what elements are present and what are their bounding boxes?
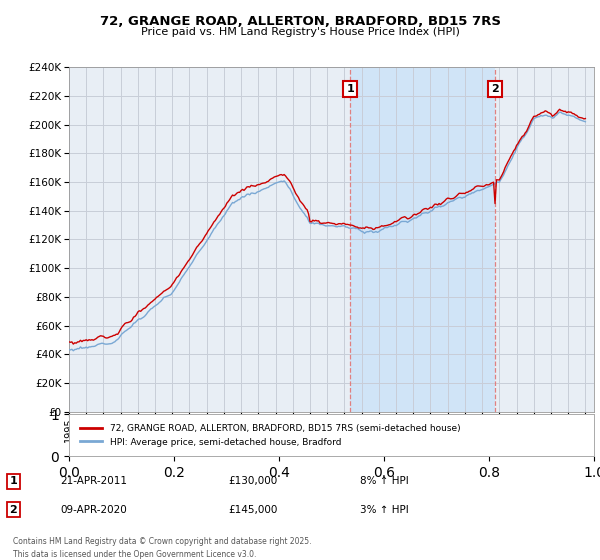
Text: 3% ↑ HPI: 3% ↑ HPI — [360, 505, 409, 515]
Text: £130,000: £130,000 — [228, 477, 277, 487]
Text: 21-APR-2011: 21-APR-2011 — [60, 477, 127, 487]
Text: 09-APR-2020: 09-APR-2020 — [60, 505, 127, 515]
Text: 1: 1 — [10, 477, 17, 487]
Text: 2: 2 — [10, 505, 17, 515]
Text: 72, GRANGE ROAD, ALLERTON, BRADFORD, BD15 7RS: 72, GRANGE ROAD, ALLERTON, BRADFORD, BD1… — [100, 15, 500, 28]
Bar — [350, 67, 495, 412]
Text: 1: 1 — [346, 84, 354, 94]
Legend: 72, GRANGE ROAD, ALLERTON, BRADFORD, BD15 7RS (semi-detached house), HPI: Averag: 72, GRANGE ROAD, ALLERTON, BRADFORD, BD1… — [76, 421, 464, 450]
Text: 2: 2 — [491, 84, 499, 94]
Text: 8% ↑ HPI: 8% ↑ HPI — [360, 477, 409, 487]
Text: Contains HM Land Registry data © Crown copyright and database right 2025.
This d: Contains HM Land Registry data © Crown c… — [13, 537, 312, 559]
Text: Price paid vs. HM Land Registry's House Price Index (HPI): Price paid vs. HM Land Registry's House … — [140, 27, 460, 38]
Text: £145,000: £145,000 — [228, 505, 277, 515]
